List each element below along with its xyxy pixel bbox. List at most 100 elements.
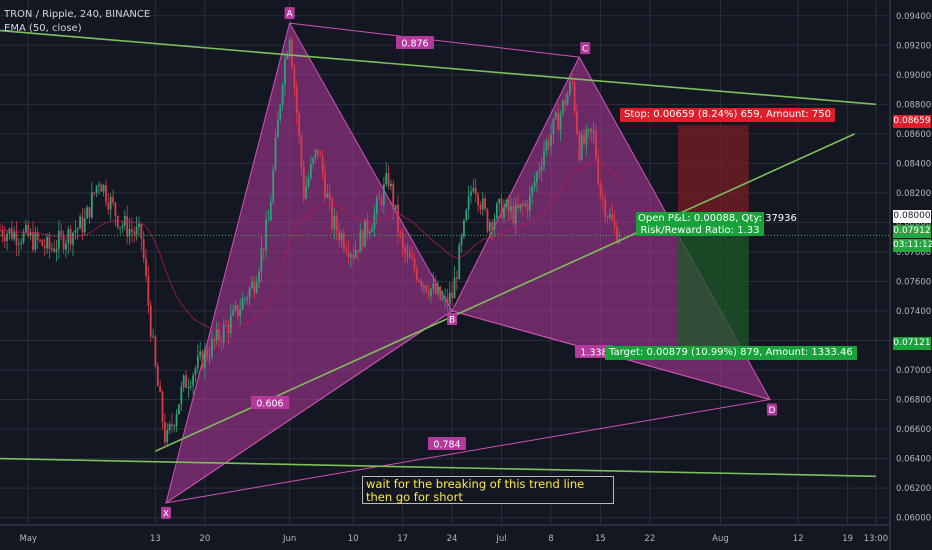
candle-body-82 bbox=[192, 375, 195, 387]
candle-body-29 bbox=[67, 229, 70, 244]
target-zone bbox=[678, 222, 749, 353]
candle-body-258 bbox=[606, 217, 609, 219]
candle-body-170 bbox=[399, 232, 402, 234]
candle-body-47 bbox=[109, 197, 112, 210]
candle-body-143 bbox=[335, 216, 338, 232]
candle-body-201 bbox=[472, 187, 475, 192]
candle-body-243 bbox=[571, 81, 574, 83]
candle-body-74 bbox=[173, 425, 176, 427]
candle-body-248 bbox=[583, 135, 585, 145]
candle-body-259 bbox=[609, 214, 611, 218]
candle-body-239 bbox=[561, 100, 564, 114]
candle-body-251 bbox=[590, 128, 592, 133]
candle-body-241 bbox=[566, 94, 569, 106]
candle-body-221 bbox=[519, 203, 522, 209]
candle-body-36 bbox=[83, 218, 86, 233]
candle-body-218 bbox=[512, 206, 515, 224]
candle-body-150 bbox=[352, 254, 355, 258]
candle-body-75 bbox=[175, 414, 178, 426]
candle-body-116 bbox=[272, 169, 275, 202]
candle-body-217 bbox=[510, 206, 512, 212]
candle-body-236 bbox=[554, 112, 557, 119]
candle-body-166 bbox=[390, 183, 392, 187]
annotation-note[interactable]: wait for the breaking of this trend line… bbox=[362, 476, 614, 504]
candle-body-98 bbox=[229, 315, 232, 333]
candle-body-205 bbox=[481, 198, 484, 210]
candle-body-113 bbox=[265, 220, 268, 250]
candle-body-220 bbox=[517, 204, 519, 209]
candle-body-81 bbox=[189, 386, 192, 388]
y-tick-17: 0.06000 bbox=[896, 514, 931, 524]
candle-body-184 bbox=[432, 283, 435, 289]
candle-body-70 bbox=[163, 422, 166, 443]
point-label-X: X bbox=[163, 509, 169, 519]
y-tick-0: 0.09400 bbox=[896, 12, 931, 22]
candle-body-178 bbox=[418, 280, 421, 282]
candle-body-187 bbox=[439, 286, 442, 300]
candle-body-245 bbox=[576, 111, 578, 134]
candle-body-195 bbox=[458, 244, 461, 280]
candle-body-60 bbox=[140, 223, 143, 239]
x-tick-8: 8 bbox=[548, 534, 553, 544]
candle-body-107 bbox=[251, 281, 253, 288]
y-tick-5: 0.08400 bbox=[896, 159, 931, 169]
candle-body-71 bbox=[166, 430, 169, 443]
candle-body-237 bbox=[557, 112, 560, 131]
candle-body-92 bbox=[215, 328, 218, 341]
candle-body-244 bbox=[573, 82, 576, 112]
candle-body-10 bbox=[22, 231, 25, 243]
candle-body-136 bbox=[319, 154, 322, 156]
candle-body-233 bbox=[547, 140, 550, 147]
candle-body-179 bbox=[420, 281, 423, 287]
candle-body-40 bbox=[93, 192, 96, 194]
candle-body-7 bbox=[15, 232, 18, 245]
ratio-badge-B-D bbox=[575, 345, 613, 358]
ratio-label-B-D: 1.338 bbox=[580, 348, 607, 359]
ratio-badge-A-C bbox=[396, 36, 434, 49]
candle-body-32 bbox=[74, 230, 77, 233]
candle-body-173 bbox=[406, 252, 409, 254]
candle-body-254 bbox=[597, 158, 600, 184]
candle-body-61 bbox=[142, 238, 145, 259]
candle-body-21 bbox=[48, 236, 51, 250]
candle-body-198 bbox=[465, 209, 468, 221]
candle-body-76 bbox=[178, 404, 180, 415]
ratio-label-X-D: 0.784 bbox=[433, 440, 460, 451]
candle-body-138 bbox=[324, 173, 326, 198]
x-tick-9: 15 bbox=[595, 534, 606, 544]
candle-body-18 bbox=[41, 240, 44, 247]
candle-body-104 bbox=[244, 298, 246, 300]
candle-body-121 bbox=[284, 58, 286, 85]
candle-body-79 bbox=[185, 375, 187, 388]
candle-body-203 bbox=[477, 194, 479, 205]
candle-body-163 bbox=[382, 184, 385, 206]
candle-body-156 bbox=[366, 219, 369, 234]
candle-body-140 bbox=[328, 193, 331, 200]
candle-body-20 bbox=[46, 236, 48, 249]
candle-body-15 bbox=[34, 232, 37, 250]
candle-body-26 bbox=[60, 230, 63, 235]
candle-body-214 bbox=[503, 207, 505, 218]
candle-body-226 bbox=[531, 186, 534, 195]
candle-body-142 bbox=[333, 216, 336, 229]
candle-body-249 bbox=[585, 129, 588, 145]
target-label: Target: 0.00879 (10.99%) 879, Amount: 13… bbox=[605, 346, 857, 360]
candle-body-172 bbox=[404, 247, 406, 254]
candle-body-58 bbox=[135, 227, 138, 235]
candle-body-158 bbox=[371, 228, 373, 233]
candle-body-212 bbox=[498, 198, 501, 204]
indicator-label: EMA (50, close) bbox=[4, 23, 82, 34]
candle-body-17 bbox=[39, 239, 41, 241]
candle-body-88 bbox=[206, 349, 209, 358]
candle-body-234 bbox=[550, 134, 552, 147]
candle-body-153 bbox=[359, 230, 362, 253]
candle-body-262 bbox=[616, 226, 618, 244]
x-tick-1: 13 bbox=[150, 534, 161, 544]
candle-body-109 bbox=[255, 283, 258, 294]
candle-body-232 bbox=[545, 140, 548, 151]
candle-body-103 bbox=[241, 299, 244, 310]
pnl-box: Open P&L: 0.00088, Qty: 37936 Risk/Rewar… bbox=[636, 212, 797, 236]
countdown-tag: 03:11:12 bbox=[893, 239, 932, 252]
y-tick-12: 0.07000 bbox=[896, 366, 931, 376]
